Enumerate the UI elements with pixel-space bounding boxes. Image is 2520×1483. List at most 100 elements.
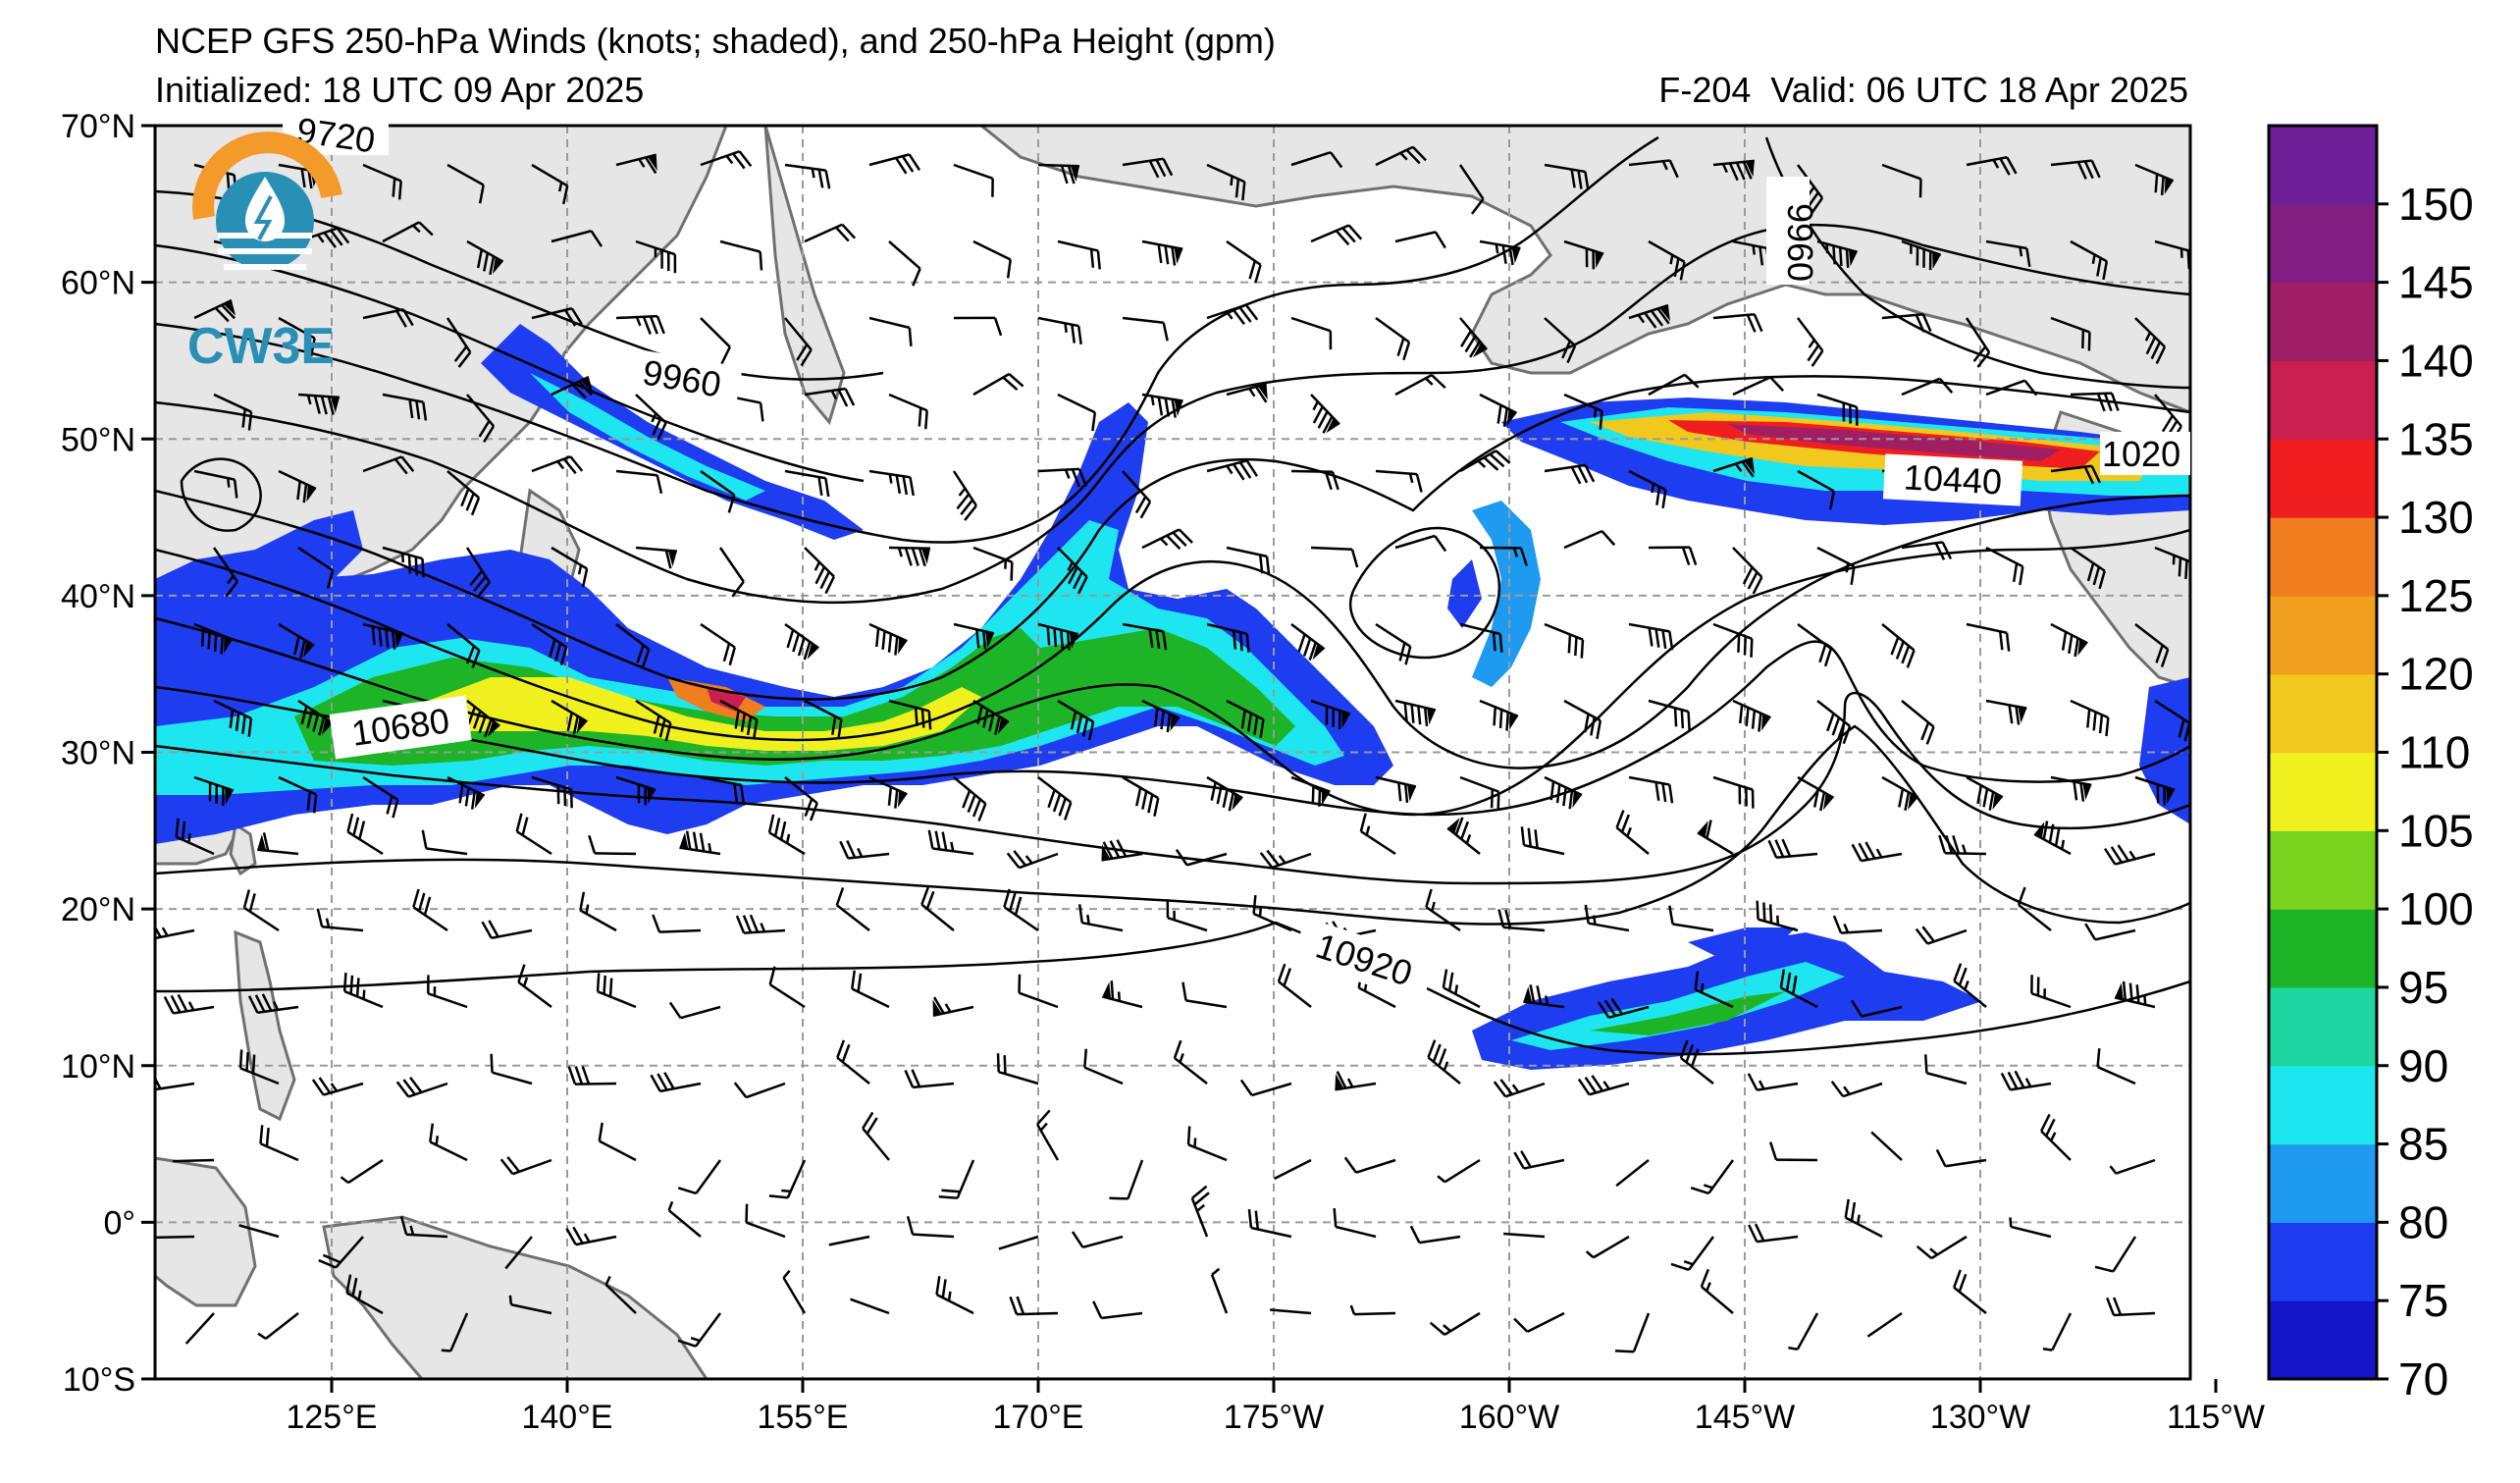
contour-label-9960-west: 9960 <box>621 347 743 408</box>
wind-barb <box>1513 1150 1565 1170</box>
contour-10800 <box>155 724 2190 926</box>
wind-barb <box>650 1072 702 1093</box>
colorbar-tick-label: 90 <box>2398 1040 2448 1091</box>
wind-barb <box>1615 1159 1650 1188</box>
wind-barb <box>441 1312 469 1352</box>
colorbar-tick-label: 150 <box>2398 179 2474 230</box>
wind-barb <box>2154 546 2190 580</box>
wind-barb <box>212 547 238 598</box>
wind-barb <box>362 455 415 475</box>
wind-barb <box>297 546 335 589</box>
wind-barb <box>1057 547 1088 595</box>
wind-barb <box>615 623 651 667</box>
wind-barb <box>1290 316 1333 350</box>
wind-barb <box>596 973 637 1009</box>
wind-barb <box>1226 239 1262 284</box>
wind-barb <box>531 775 573 809</box>
wind-barb <box>836 1039 870 1085</box>
wind-barb <box>718 547 745 598</box>
wind-barb <box>2050 316 2091 351</box>
wind-barb <box>1497 909 1546 932</box>
wind-barb <box>1779 969 1818 1009</box>
wind-barb <box>531 163 569 205</box>
wind-barb <box>446 775 486 810</box>
contour-9840 <box>155 243 865 483</box>
wind-barb <box>719 239 763 271</box>
wind-barb <box>446 317 472 368</box>
wind-barb <box>1437 1158 1481 1184</box>
wind-barb <box>1310 546 1359 568</box>
initialized-time: Initialized: 18 UTC 09 Apr 2025 <box>155 70 645 110</box>
wind-barb <box>2084 923 2136 941</box>
wind-barb <box>1035 1109 1060 1161</box>
contour-9960 <box>155 135 1659 544</box>
jet-north-asia <box>481 324 864 540</box>
wind-barb <box>238 1049 280 1086</box>
wind-barb <box>635 239 677 274</box>
colorbar-bin <box>2269 595 2377 675</box>
wind-barb <box>888 393 928 430</box>
wind-barb <box>213 699 253 737</box>
colorbar-tick-label: 70 <box>2398 1353 2448 1404</box>
wind-barb <box>278 469 317 503</box>
wind-barb <box>1712 622 1754 658</box>
lon-label: 160°W <box>1459 1399 1559 1436</box>
wind-barb <box>868 316 913 346</box>
wind-barb <box>1577 1075 1630 1096</box>
wind-barb <box>888 546 931 567</box>
jet-tropical-upper <box>1688 927 1796 957</box>
wind-barb <box>1226 382 1268 403</box>
wind-barb <box>920 886 955 931</box>
wind-barb <box>719 699 759 739</box>
colorbar-tick-label: 130 <box>2398 492 2474 543</box>
wind-barb <box>1290 150 1343 169</box>
wind-barb <box>567 1066 617 1086</box>
wind-barb <box>1310 394 1340 434</box>
wind-barb <box>1870 1131 1903 1161</box>
wind-barb <box>1881 163 1922 198</box>
wind-barb <box>163 993 215 1015</box>
colorbar-bin <box>2269 1300 2377 1380</box>
wind-barb <box>1273 1158 1312 1181</box>
wind-barb <box>784 163 831 189</box>
wind-barb <box>1092 1300 1143 1320</box>
wind-barb <box>604 1275 637 1314</box>
wind-barb <box>1881 623 1916 668</box>
lon-label: 175°W <box>1224 1399 1324 1436</box>
wind-barb <box>784 317 813 367</box>
colorbar-tick-label: 85 <box>2398 1119 2448 1170</box>
wind-barb <box>1003 888 1039 932</box>
colorbar-tick-label: 95 <box>2398 962 2448 1013</box>
lon-label: 140°E <box>521 1399 612 1436</box>
wind-barb <box>851 970 890 1009</box>
wind-barb <box>1816 393 1859 426</box>
wind-barb <box>517 964 552 1008</box>
wind-barb <box>868 775 908 809</box>
wind-barb <box>1628 775 1674 804</box>
wind-barb <box>297 699 334 736</box>
wind-barb <box>1985 699 2027 725</box>
wind-barb <box>362 775 399 819</box>
wind-barb <box>1375 469 1423 493</box>
wind-barb <box>1712 312 1763 333</box>
wind-barb <box>1732 547 1763 595</box>
lat-label: 70°N <box>61 108 135 145</box>
wind-barb <box>1459 317 1489 358</box>
wind-barb <box>1697 820 1734 856</box>
wind-barb <box>2050 622 2088 658</box>
contour-10680 <box>155 691 2190 885</box>
wind-barb <box>1181 981 1228 1009</box>
land-kamchatka <box>763 126 846 426</box>
wind-barb <box>1037 776 1073 821</box>
wind-barb <box>1614 1312 1651 1353</box>
wind-barb <box>1830 1081 1883 1098</box>
lon-label: 170°E <box>992 1399 1083 1436</box>
wind-barb <box>1037 163 1080 185</box>
wind-barb <box>996 1053 1039 1086</box>
wind-barb <box>635 546 677 569</box>
wind-barb <box>615 775 656 806</box>
wind-barb <box>1700 1268 1734 1314</box>
wind-barb <box>868 469 916 497</box>
wind-barb <box>1712 159 1755 182</box>
wind-barb <box>1668 905 1714 932</box>
